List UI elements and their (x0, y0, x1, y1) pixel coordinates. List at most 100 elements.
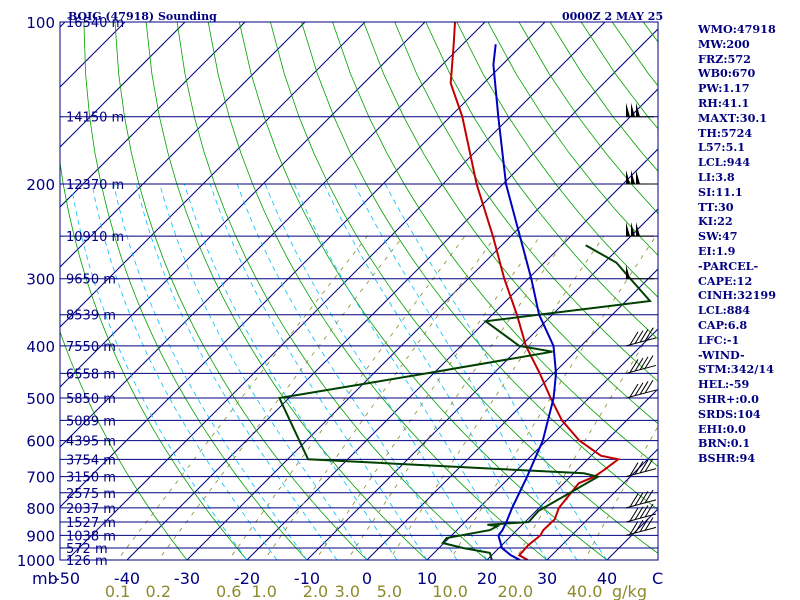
index-line: HEL:-59 (698, 377, 750, 392)
pressure-tick-label: 1000 (17, 552, 55, 570)
index-line: SI:11.1 (698, 184, 743, 199)
dry-adiabat-line (332, 22, 658, 468)
temperature-tick-label: 0 (362, 569, 372, 588)
index-line: TH:5724 (698, 125, 753, 140)
index-line: EI:1.9 (698, 243, 736, 258)
temperature-tick-label: -20 (234, 569, 260, 588)
mixing-ratio-tick-label: 1.0 (251, 582, 276, 600)
dry-adiabat-line (207, 22, 548, 560)
dry-adiabat-line (270, 22, 658, 554)
index-line: CAPE:12 (698, 273, 753, 288)
temperature-tick-label: -40 (114, 569, 140, 588)
temperature-tick-label: 40 (597, 569, 617, 588)
isotherm-line (186, 88, 658, 560)
temperature-tick-label: -30 (174, 569, 200, 588)
height-label: 10910 m (66, 230, 124, 245)
dry-adiabat-line (487, 22, 658, 256)
pressure-tick-label: 700 (26, 469, 55, 487)
parcel-trace (492, 44, 558, 560)
height-label: 5850 m (66, 392, 116, 407)
wind-barb (626, 169, 654, 185)
isotherm-line (546, 448, 658, 560)
mixing-ratio-tick-label: 20.0 (498, 582, 534, 600)
mixing-ratio-line (228, 235, 466, 560)
index-line: SHR+:0.0 (698, 391, 759, 406)
temperature-tick-label: 30 (537, 569, 557, 588)
moist-adiabat-line (264, 183, 488, 560)
isotherm-line (60, 22, 186, 148)
mixing-ratio-tick-label: 40.0 (567, 582, 603, 600)
index-line: RH:41.1 (698, 95, 750, 110)
temperature-tick-label: 10 (417, 569, 437, 588)
isotherm-line (126, 28, 658, 560)
pressure-tick-label: 200 (26, 176, 55, 194)
station-title: BOIG (47918) Sounding (68, 10, 217, 23)
temperature-tick-label: -50 (54, 569, 80, 588)
dry-adiabat-line (176, 22, 488, 560)
moist-adiabat-line (184, 183, 398, 560)
wind-barb (626, 222, 654, 237)
index-line: SRDS:104 (698, 406, 761, 421)
isotherm-line (60, 22, 426, 388)
mixing-ratio-line (157, 235, 404, 560)
mixing-ratio-line (514, 320, 658, 560)
pressure-unit-label: mb (32, 569, 58, 588)
wind-barb (626, 102, 654, 118)
index-line: -PARCEL- (698, 258, 759, 273)
height-label: 3754 m (66, 453, 116, 468)
wind-barb (625, 489, 657, 509)
isotherm-line (60, 22, 546, 508)
height-label: 126 m (66, 554, 108, 569)
temperature-trace (449, 22, 621, 560)
dry-adiabat-line (60, 330, 188, 560)
index-line: CINH:32199 (698, 288, 776, 303)
temperature-tick-label: -10 (294, 569, 320, 588)
wind-barb (625, 355, 657, 374)
height-label: 1038 m (66, 529, 116, 544)
dry-adiabat-line (114, 22, 368, 560)
height-label: 1527 m (66, 516, 116, 531)
index-line: WB0:670 (698, 66, 756, 81)
isotherm-line (66, 22, 606, 560)
dry-adiabat-line (83, 22, 308, 560)
moist-adiabat-line (236, 183, 458, 560)
height-label: 572 m (66, 542, 108, 557)
isotherm-line (306, 208, 658, 560)
index-line: MAXT:30.1 (698, 110, 768, 125)
moist-adiabat-line (135, 183, 338, 560)
isotherm-line (60, 22, 366, 328)
height-label: 9650 m (66, 273, 116, 288)
wind-barb (625, 327, 657, 347)
mixing-ratio-tick-label: 0.1 (105, 582, 130, 600)
mixing-ratio-line (263, 235, 497, 560)
wind-barb (625, 503, 657, 523)
mixing-ratio-line (346, 235, 569, 560)
height-label: 12370 m (66, 178, 124, 193)
isotherm-line (486, 388, 658, 560)
wind-barb (625, 379, 657, 399)
celsius-unit-label: C (652, 569, 663, 588)
dry-adiabat-line (456, 22, 658, 298)
height-label: 16540 m (66, 16, 124, 31)
dry-adiabat-line (363, 22, 658, 425)
height-label: 4395 m (66, 435, 116, 450)
index-line: PW:1.17 (698, 81, 750, 96)
sounding-time: 0000Z 2 MAY 25 (562, 10, 663, 23)
dry-adiabat-line (145, 22, 428, 560)
dry-adiabat-line (60, 160, 248, 560)
isotherm-line (60, 22, 306, 268)
index-line: LCL:944 (698, 155, 751, 170)
index-line: WMO:47918 (698, 22, 776, 36)
isotherm-line (60, 22, 486, 448)
height-label: 6558 m (66, 367, 116, 382)
isotherm-line (366, 268, 658, 560)
pressure-tick-label: 300 (26, 271, 55, 289)
index-line: LI:3.8 (698, 169, 735, 184)
pressure-tick-label: 900 (26, 527, 55, 545)
index-line: FRZ:572 (698, 51, 751, 66)
index-line: BRN:0.1 (698, 436, 751, 451)
index-line: KI:22 (698, 214, 733, 229)
index-line: EHI:0.0 (698, 421, 746, 436)
